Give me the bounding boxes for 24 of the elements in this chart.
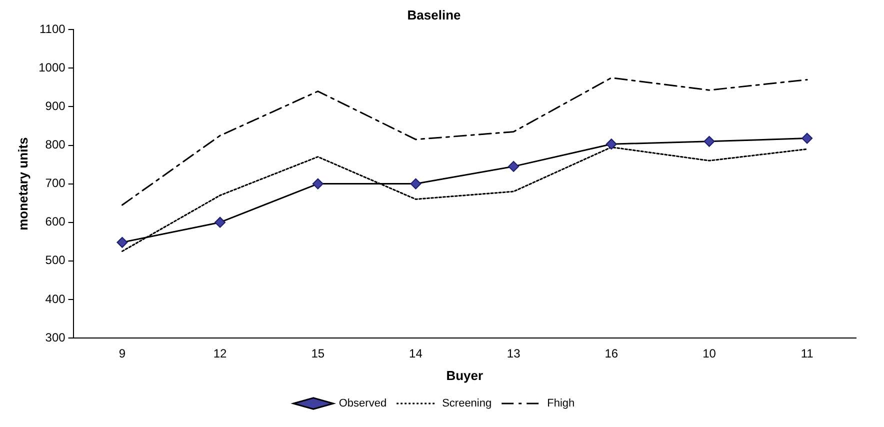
line-series: [121, 77, 808, 206]
y-axis-title: monetary units: [15, 137, 30, 230]
legend-label: Observed: [338, 398, 387, 410]
y-tick-label: 1000: [38, 60, 66, 74]
x-axis-title: Buyer: [446, 368, 484, 383]
legend-label: Fhigh: [547, 398, 575, 410]
x-tick-label: 11: [800, 346, 814, 361]
x-tick-label: 10: [702, 346, 716, 361]
y-tick-label: 700: [45, 176, 66, 190]
y-tick-label: 500: [45, 253, 66, 268]
x-tick-label: 15: [311, 346, 325, 361]
chart-title: Baseline: [407, 7, 461, 22]
y-tick-label: 800: [45, 138, 66, 152]
y-tick-label: 300: [45, 330, 66, 344]
x-tick-label: 14: [409, 346, 423, 361]
y-tick-label: 400: [45, 292, 66, 306]
x-tick-label: 13: [506, 346, 521, 361]
x-tick-label: 12: [213, 346, 228, 361]
y-tick-label: 600: [45, 214, 66, 229]
y-tick-label: 900: [45, 99, 66, 114]
y-tick-label: 1100: [39, 22, 66, 36]
x-tick-label: 9: [118, 346, 126, 361]
x-tick-label: 16: [604, 346, 618, 361]
legend-label: Screening: [442, 398, 492, 410]
